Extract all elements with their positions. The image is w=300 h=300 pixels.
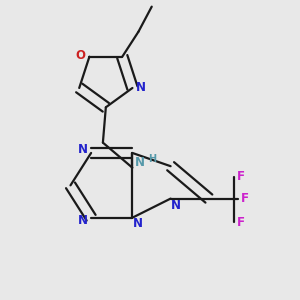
- Text: N: N: [136, 82, 146, 94]
- Text: N: N: [171, 199, 181, 212]
- Text: N: N: [135, 156, 145, 169]
- Text: N: N: [78, 143, 88, 157]
- Text: H: H: [148, 154, 156, 164]
- Text: F: F: [241, 192, 249, 205]
- Text: N: N: [133, 217, 142, 230]
- Text: F: F: [236, 170, 244, 183]
- Text: O: O: [75, 49, 85, 62]
- Text: F: F: [236, 216, 244, 229]
- Text: N: N: [78, 214, 88, 227]
